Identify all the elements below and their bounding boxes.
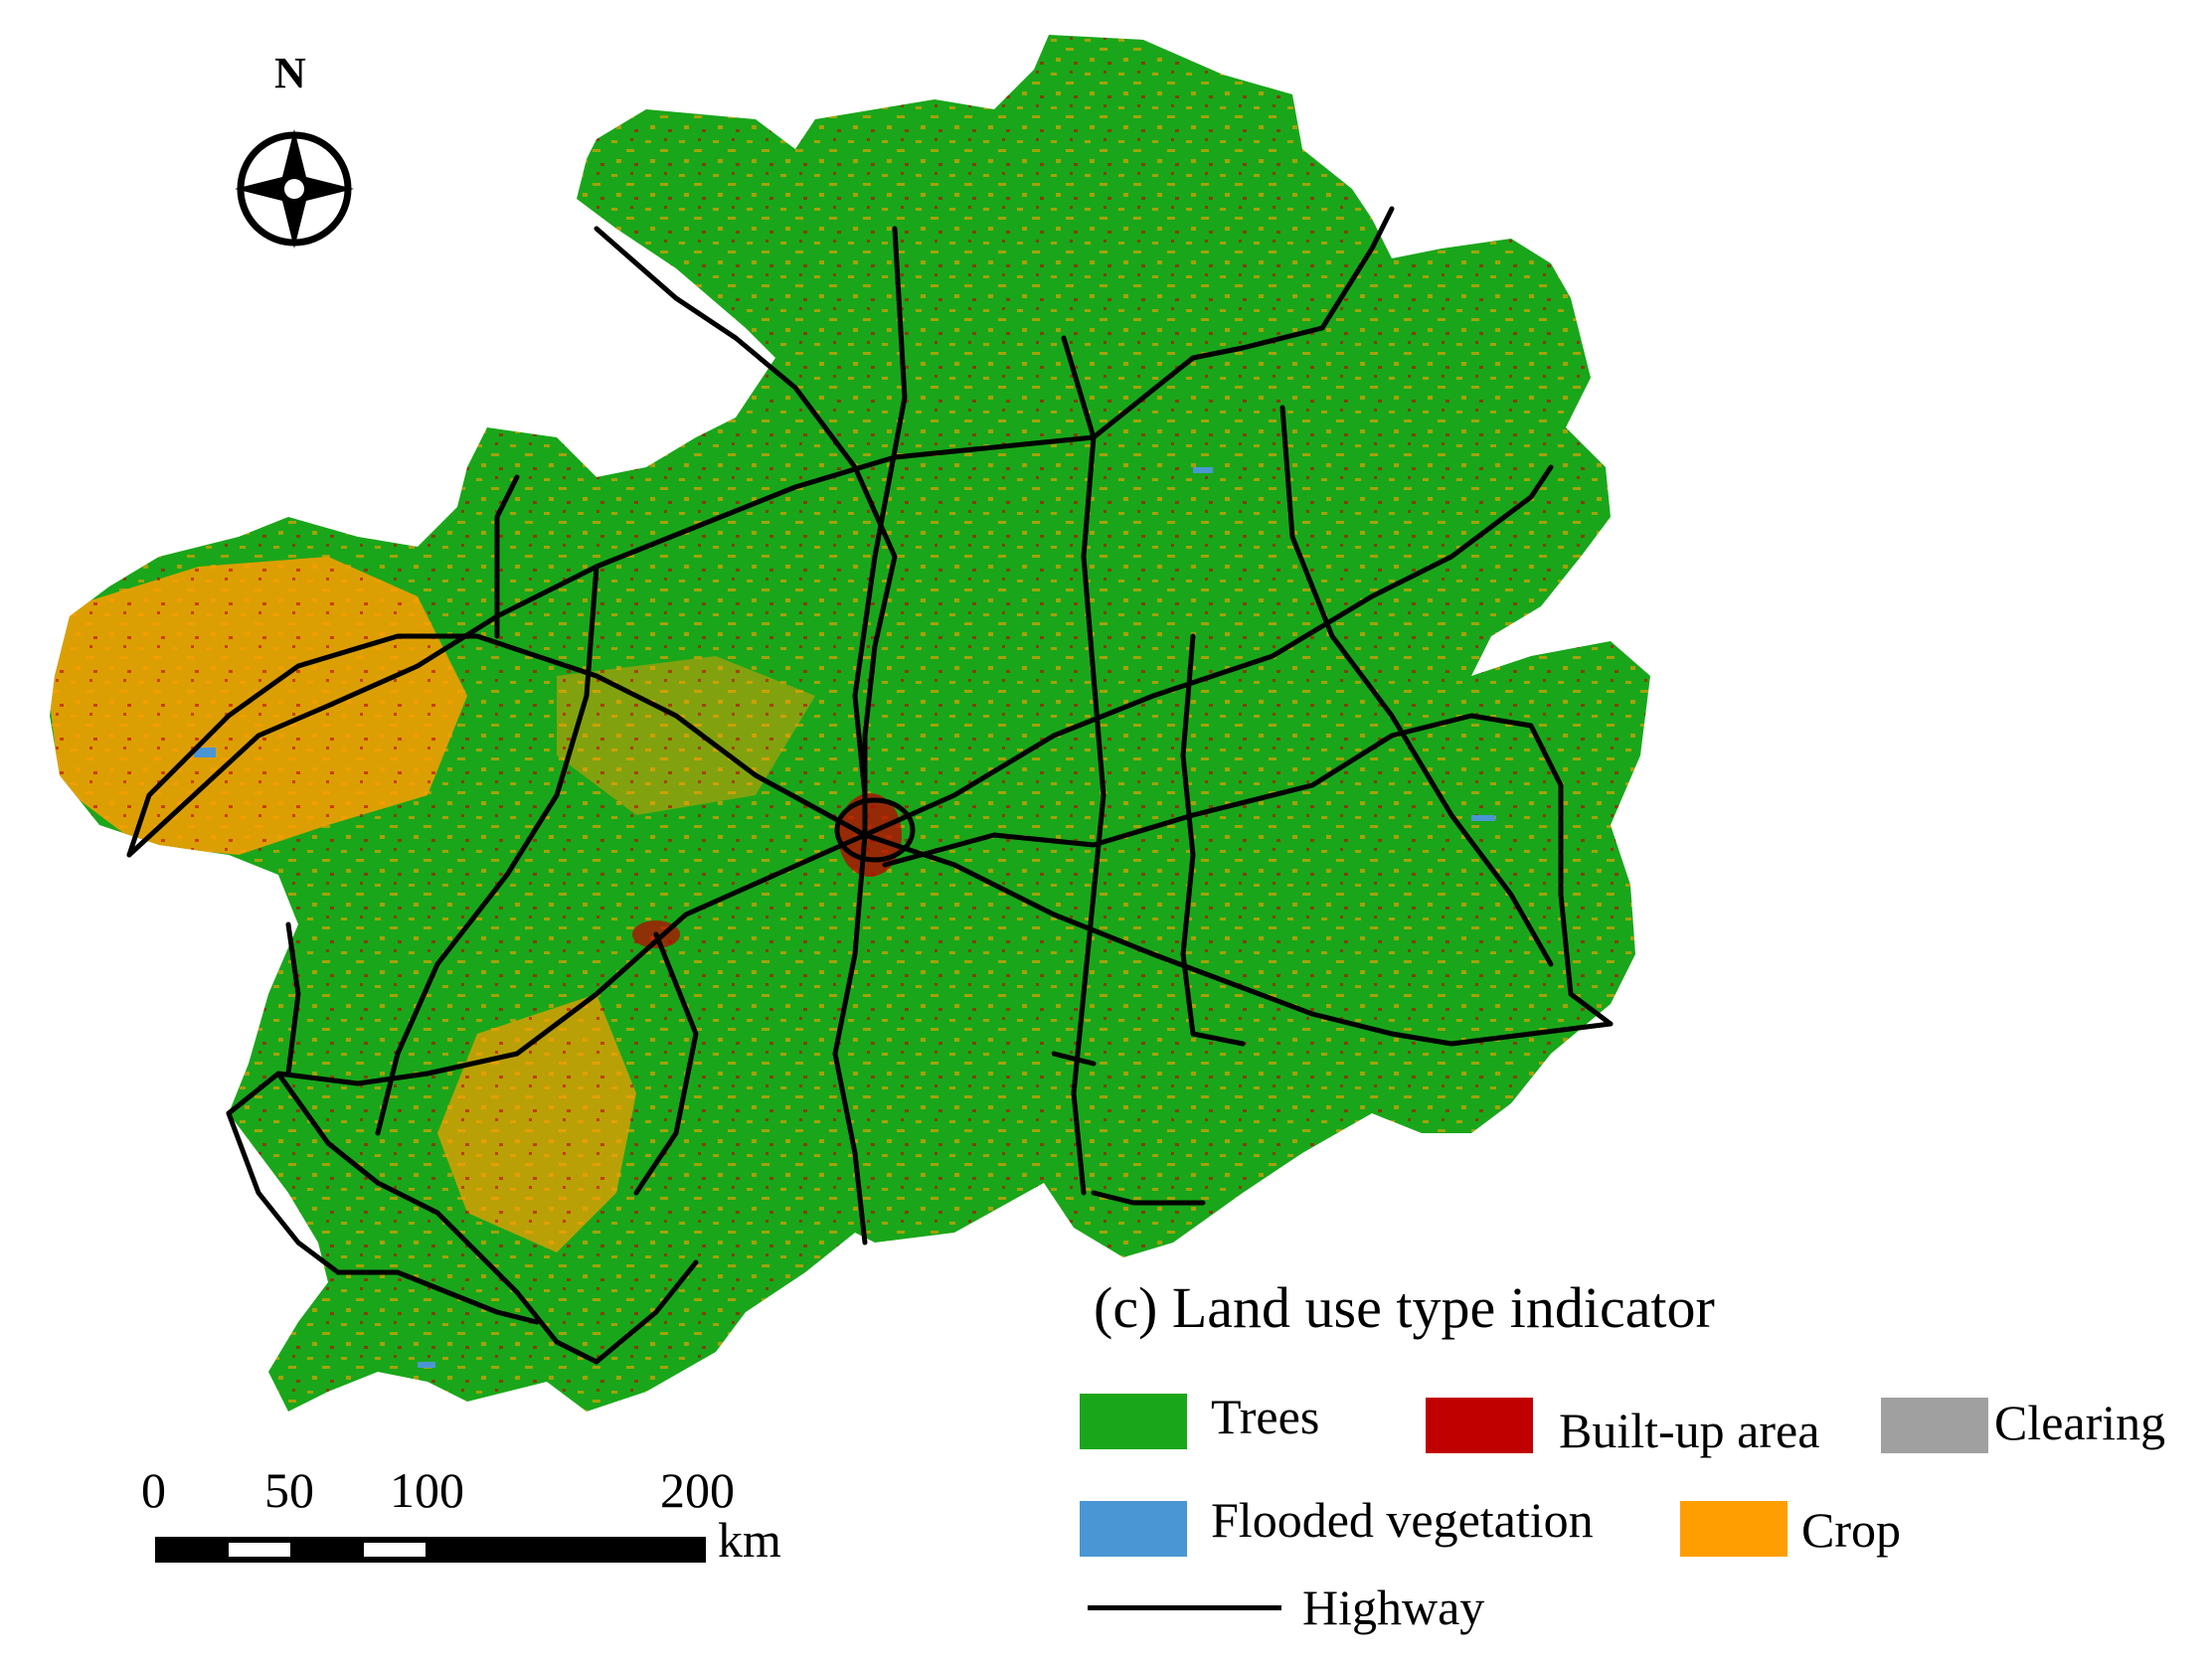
scalebar-tick-0: 0: [141, 1462, 166, 1518]
highway-segment: [633, 931, 699, 1196]
scalebar-tick-100: 100: [390, 1462, 464, 1518]
scalebar-segment: [364, 1543, 425, 1557]
highway-segment: [1180, 633, 1246, 1047]
scalebar-unit: km: [718, 1512, 781, 1568]
highway-network: [126, 206, 1614, 1365]
scalebar-tick-200: 200: [660, 1462, 735, 1518]
scalebar-segment: [229, 1543, 290, 1557]
flooded-patch: [1471, 815, 1495, 821]
legend-label-built-up: Built-up area: [1559, 1403, 1820, 1458]
highway-segment: [375, 564, 599, 1136]
highway-segment: [1279, 405, 1554, 967]
legend-swatch-built-up: [1426, 1398, 1533, 1453]
legend-highway-line: [1088, 1605, 1281, 1610]
legend-label-crop: Crop: [1801, 1502, 1901, 1558]
legend-title: (c) Land use type indicator: [1094, 1275, 1715, 1340]
highway-segment: [882, 713, 1614, 1027]
highway-segment: [862, 832, 1614, 1047]
highway-segment: [226, 1110, 540, 1325]
highway-segment: [126, 633, 868, 858]
highway-segment: [126, 564, 599, 858]
legend-label-highway: Highway: [1302, 1580, 1485, 1635]
highway-segment: [852, 226, 908, 798]
scalebar-tick-50: 50: [264, 1462, 314, 1518]
flooded-patch: [418, 1362, 435, 1368]
scalebar: [155, 1537, 706, 1563]
north-label: N: [274, 49, 306, 97]
flooded-patch: [194, 748, 216, 757]
legend-swatch-clearing: [1881, 1398, 1988, 1453]
highway-segment: [494, 474, 520, 639]
highway-segment: [226, 832, 868, 1116]
highway-segment: [285, 921, 301, 1077]
compass-rose-icon: [235, 129, 354, 249]
flooded-patch: [1193, 467, 1213, 473]
highway-segment: [1091, 1190, 1206, 1206]
legend-swatch-flooded: [1080, 1501, 1187, 1557]
legend-swatch-crop: [1680, 1501, 1787, 1557]
legend-label-clearing: Clearing: [1994, 1395, 2166, 1450]
highway-segment: [275, 1071, 699, 1365]
legend-label-trees: Trees: [1211, 1389, 1320, 1444]
highway-segment: [1051, 1051, 1097, 1067]
highway-segment: [832, 832, 868, 1246]
legend-label-flooded: Flooded vegetation: [1211, 1492, 1594, 1548]
highway-segment: [862, 464, 1554, 838]
ring-road: [834, 797, 916, 863]
legend-swatch-trees: [1080, 1394, 1187, 1449]
